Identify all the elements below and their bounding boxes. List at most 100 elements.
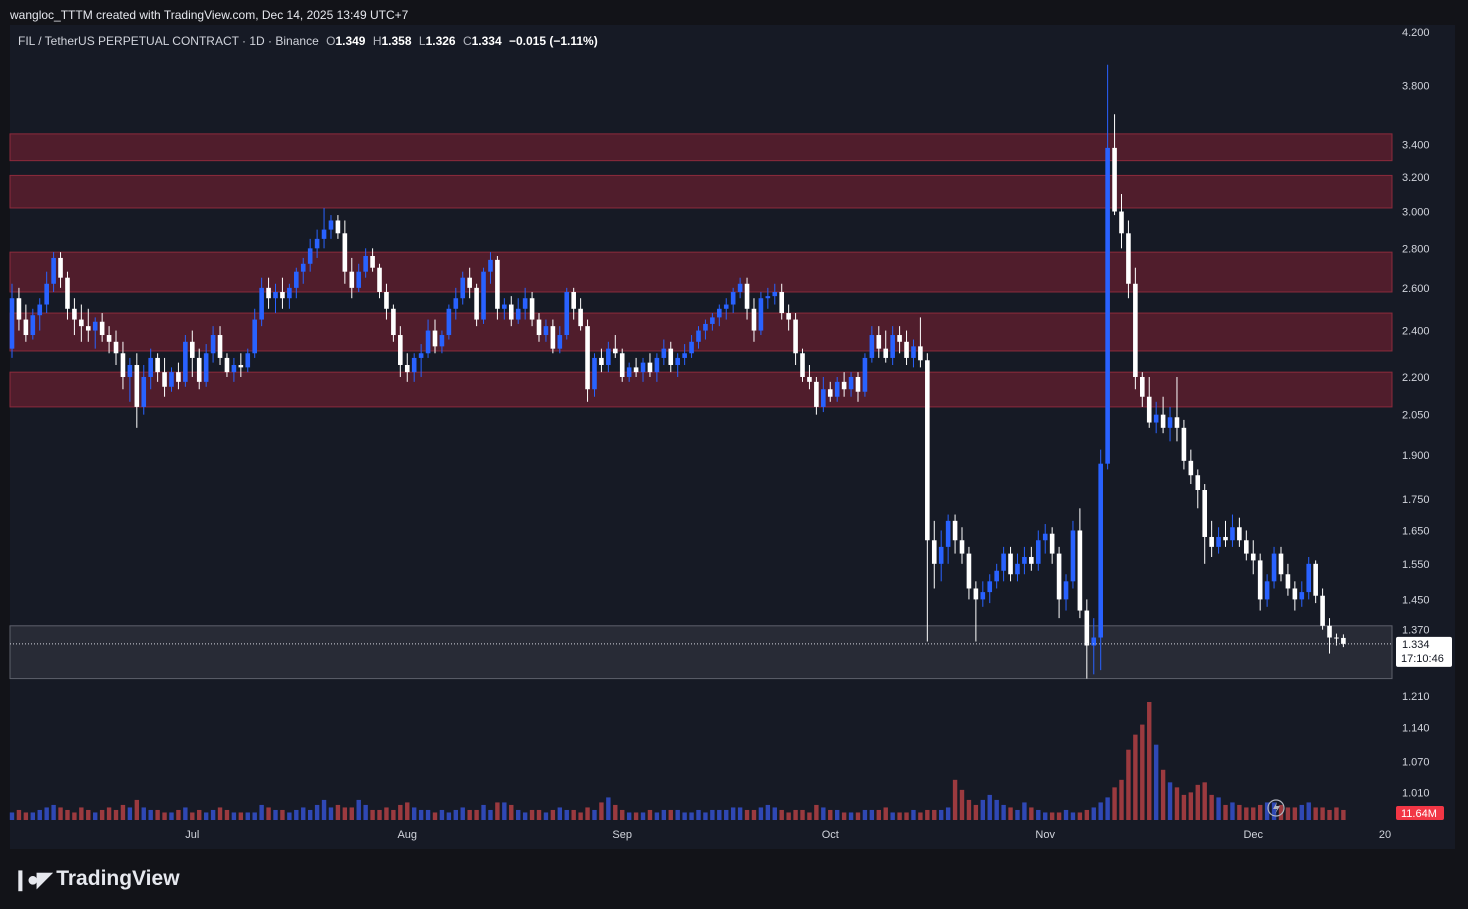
candle-body: [245, 353, 251, 368]
candle-body: [481, 271, 486, 320]
candle-body: [1042, 533, 1048, 541]
y-tick-label: 2.800: [1402, 243, 1430, 255]
high-value: 1.358: [381, 34, 412, 48]
tradingview-logo[interactable]: ❙●◤ TradingView: [12, 866, 180, 892]
candle-body: [398, 335, 403, 365]
volume-bar: [613, 804, 618, 820]
candle-body: [703, 323, 708, 331]
volume-bar: [169, 812, 174, 820]
resistance-zone: [9, 371, 1393, 408]
candle-body: [1257, 560, 1263, 600]
volume-bar: [1230, 802, 1235, 820]
volume-bar: [44, 807, 49, 820]
volume-bar: [1036, 809, 1041, 820]
volume-bar: [1056, 812, 1062, 820]
volume-bar: [314, 804, 320, 820]
candle-body: [176, 372, 181, 382]
volume-bar: [737, 807, 743, 820]
candle-body: [772, 291, 778, 297]
x-tick-label: Oct: [822, 829, 839, 841]
candle-body: [710, 317, 715, 324]
y-tick-label: 2.050: [1402, 410, 1430, 422]
volume-bar: [1140, 724, 1145, 820]
volume-bar: [828, 809, 833, 820]
volume-bar: [307, 809, 313, 820]
volume-bar: [509, 804, 514, 820]
volume-bar: [1119, 779, 1124, 820]
volume-bar: [1237, 804, 1242, 820]
volume-bar: [911, 809, 916, 820]
candle-body: [307, 248, 313, 264]
candle-body: [1015, 563, 1020, 575]
volume-bar: [190, 812, 195, 820]
y-tick-label: 1.750: [1402, 494, 1430, 506]
candle-body: [737, 283, 743, 292]
candle-body: [1126, 233, 1131, 284]
volume-bar: [932, 809, 937, 820]
volume-bar: [460, 807, 465, 820]
candle-body: [1119, 211, 1124, 234]
candle-body: [196, 357, 202, 382]
candle-body: [571, 291, 576, 309]
candle-body: [210, 335, 216, 354]
volume-bar: [869, 809, 875, 820]
candle-body: [959, 540, 965, 554]
candle-body: [897, 335, 902, 342]
candle-body: [1209, 536, 1214, 547]
candle-body: [1223, 536, 1228, 541]
volume-bar: [1334, 807, 1339, 820]
candle-body: [16, 298, 22, 320]
candle-body: [543, 326, 549, 336]
candle-body: [1133, 283, 1138, 377]
candle-body: [1292, 588, 1298, 600]
candle-body: [1299, 592, 1305, 600]
volume-bar: [162, 812, 167, 820]
candle-body: [370, 255, 375, 268]
candle-body: [44, 283, 49, 305]
volume-bar: [1188, 792, 1194, 820]
volume-bar: [356, 799, 361, 820]
volume-bar: [30, 812, 36, 820]
volume-bar: [1070, 812, 1076, 820]
candle-body: [203, 353, 209, 382]
candle-body: [1139, 376, 1145, 397]
candle-body: [1181, 427, 1187, 461]
candle-body: [883, 348, 889, 358]
volume-bar: [495, 802, 500, 820]
candle-body: [342, 233, 348, 272]
volume-bar: [939, 809, 944, 820]
candle-body: [585, 326, 590, 390]
tradingview-logo-icon: ❙●◤: [12, 868, 52, 891]
candle-body: [952, 520, 958, 541]
volume-bar: [99, 809, 105, 820]
candle-body: [162, 372, 167, 387]
volume-bar: [349, 807, 354, 820]
volume-bar: [79, 807, 84, 820]
low-label: L: [418, 34, 426, 48]
candle-body: [134, 364, 140, 407]
volume-bar: [1292, 807, 1298, 820]
candle-body: [807, 376, 812, 382]
volume-bar: [564, 809, 569, 820]
volume-bar: [134, 799, 140, 820]
price-label-box: [1396, 636, 1452, 667]
candle-body: [599, 357, 604, 365]
volume-bar: [1244, 807, 1249, 820]
candle-body: [391, 308, 396, 336]
candle-body: [1230, 527, 1235, 541]
resistance-zone: [9, 174, 1393, 209]
volume-bar: [633, 812, 639, 820]
candle-body: [911, 346, 916, 358]
volume-bar: [37, 809, 42, 820]
candle-body: [515, 308, 521, 320]
volume-bar: [273, 809, 278, 820]
volume-bar: [120, 804, 126, 820]
candle-body: [51, 257, 56, 284]
candle-body: [1029, 556, 1034, 564]
candle-body: [536, 319, 542, 336]
volume-bar: [647, 809, 653, 820]
volume-bar: [689, 812, 694, 820]
volume-bar: [1174, 787, 1180, 820]
volume-bar: [384, 807, 389, 820]
